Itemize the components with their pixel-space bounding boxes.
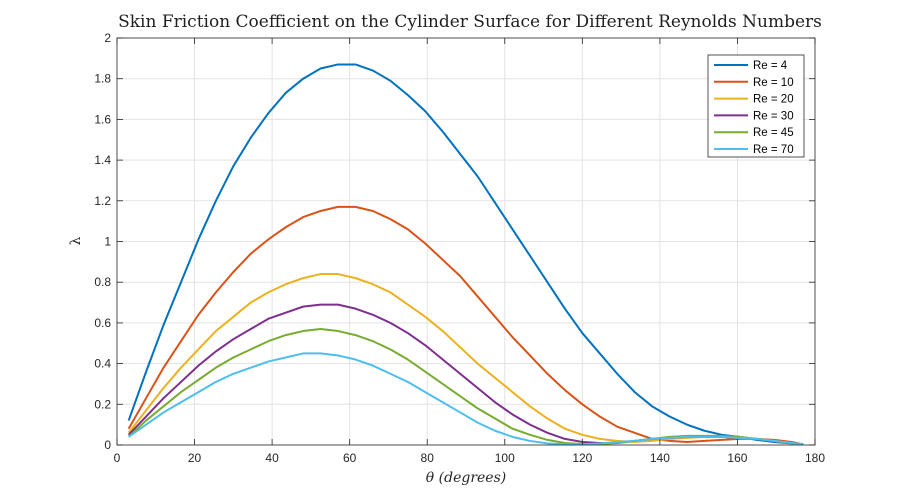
legend-label: Re = 70 xyxy=(753,144,794,156)
y-tick-label: 0.4 xyxy=(94,357,111,371)
y-tick-label: 0 xyxy=(104,438,111,452)
series-line-1 xyxy=(127,63,804,446)
legend-label: Re = 4 xyxy=(753,60,788,72)
y-tick-label: 0.2 xyxy=(94,397,111,411)
x-tick-label: 140 xyxy=(650,451,670,465)
y-axis-label: λ xyxy=(68,236,84,245)
x-axis-label: θ (degrees) xyxy=(426,470,506,486)
plot-area: 0 20 40 60 80 100 120 140 160 180 0 0.2 0.4 0.6 0.8 1 1.… xyxy=(94,31,825,465)
x-tick-label: 160 xyxy=(727,451,747,465)
y-tick-label: 0.8 xyxy=(94,275,111,289)
y-tick-label: 1.8 xyxy=(94,72,111,86)
legend-label: Re = 10 xyxy=(753,77,794,89)
series-line-6 xyxy=(128,352,804,446)
y-tick-label: 1.2 xyxy=(94,194,111,208)
legend-label: Re = 30 xyxy=(753,110,794,122)
y-tick-label: 1.4 xyxy=(94,153,111,167)
legend: Re = 4 Re = 10 Re = 20 Re = 30 Re = 45 Re = 7… xyxy=(707,54,805,158)
x-tick-label: 80 xyxy=(421,451,435,465)
legend-box xyxy=(707,54,805,158)
chart-title: Skin Friction Coefficient on the Cylinde… xyxy=(118,12,822,32)
x-tick-label: 60 xyxy=(343,451,357,465)
legend-label: Re = 20 xyxy=(753,94,794,106)
legend-label: Re = 45 xyxy=(753,127,794,139)
x-tick-label: 100 xyxy=(495,451,515,465)
y-tick-label: 1.6 xyxy=(94,112,111,126)
x-tick-label: 120 xyxy=(572,451,592,465)
y-tick-label: 1 xyxy=(104,235,111,249)
ticks: 0 20 40 60 80 100 120 140 160 180 0 0.2 0.4 0.6 0.8 1 1.… xyxy=(94,31,825,465)
x-tick-label: 20 xyxy=(188,451,202,465)
series-line-2 xyxy=(127,205,804,446)
y-tick-label: 2 xyxy=(104,31,111,45)
x-tick-label: 180 xyxy=(805,451,825,465)
series-group xyxy=(127,63,804,446)
y-tick-label: 0.6 xyxy=(94,316,111,330)
x-tick-label: 0 xyxy=(114,451,121,465)
x-tick-label: 40 xyxy=(265,451,279,465)
series-line-5 xyxy=(127,328,804,446)
